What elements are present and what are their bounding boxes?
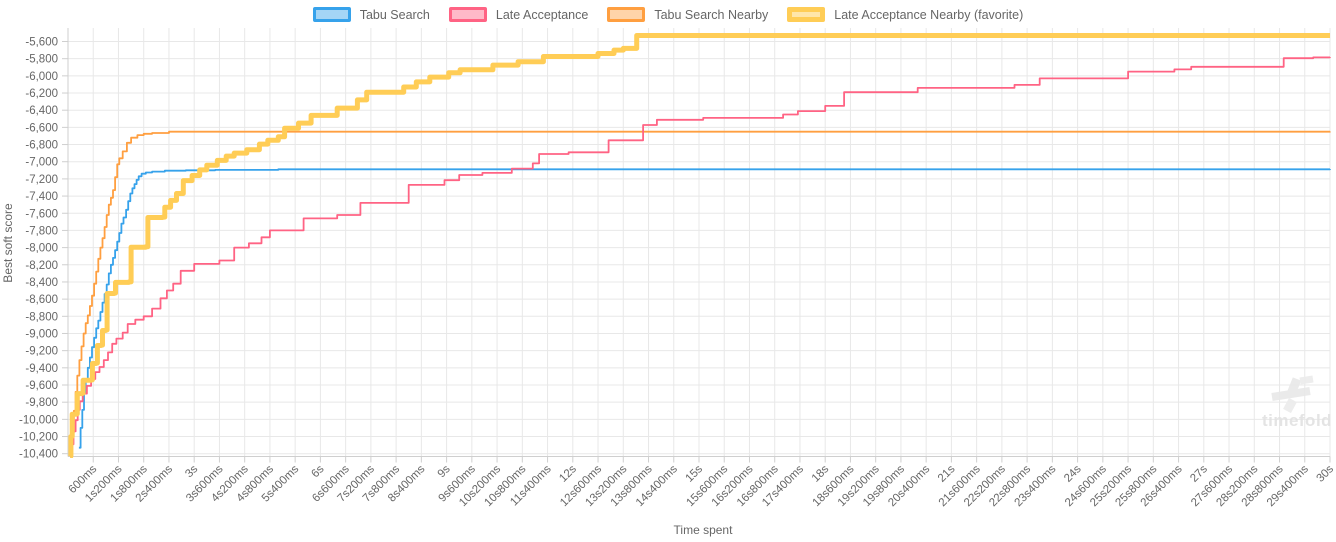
y-tick-label: -9,000 — [25, 328, 58, 340]
y-tick-label: -8,600 — [25, 294, 58, 306]
chart-legend: Tabu Search Late Acceptance Tabu Search Ne… — [0, 7, 1336, 22]
x-tick-label: 30s — [1315, 463, 1336, 485]
series-lines — [68, 33, 1331, 458]
watermark-text: timefold — [1262, 411, 1332, 430]
y-tick-label: -10,400 — [19, 449, 58, 461]
y-tick-label: -5,800 — [25, 54, 58, 66]
y-tick-label: -7,400 — [25, 191, 58, 203]
legend-label: Tabu Search — [359, 7, 430, 22]
y-tick-label: -7,600 — [25, 208, 58, 220]
x-tick-label: 27s — [1188, 463, 1210, 485]
x-tick-label: 18s — [810, 463, 832, 485]
y-axis-tick-labels: -5,600 -5,800 -6,000 -6,200 -6,400 -6,600 -6,8… — [19, 37, 58, 461]
legend-swatch — [787, 7, 826, 22]
x-tick-label: 24s — [1062, 463, 1084, 485]
x-axis-title: Time spent — [674, 523, 734, 537]
legend-item-tabu-search-nearby[interactable]: Tabu Search Nearby — [607, 7, 768, 22]
legend-label: Late Acceptance — [495, 7, 589, 22]
x-tick-label: 3s — [183, 463, 200, 480]
legend-label: Late Acceptance Nearby (favorite) — [834, 7, 1024, 22]
y-tick-label: -8,800 — [25, 311, 58, 323]
y-tick-label: -7,200 — [25, 174, 58, 186]
y-tick-label: -8,200 — [25, 260, 58, 272]
legend-label: Tabu Search Nearby — [654, 7, 769, 22]
legend-item-tabu-search[interactable]: Tabu Search — [312, 7, 430, 22]
legend-swatch — [448, 7, 487, 22]
y-tick-label: -6,600 — [25, 122, 58, 134]
legend-item-late-acceptance-nearby-favorite-[interactable]: Late Acceptance Nearby (favorite) — [787, 7, 1023, 22]
y-tick-label: -6,400 — [25, 105, 58, 117]
x-tick-label: 21s — [936, 463, 958, 485]
y-tick-label: -8,000 — [25, 243, 58, 255]
legend-swatch — [607, 7, 646, 22]
vertical-gridlines — [92, 28, 1331, 457]
y-tick-label: -8,400 — [25, 277, 58, 289]
legend-item-late-acceptance[interactable]: Late Acceptance — [448, 7, 589, 22]
y-tick-label: -5,600 — [25, 37, 58, 49]
y-tick-label: -6,000 — [25, 71, 58, 83]
legend-swatch — [312, 7, 351, 22]
series-line-late-acceptance[interactable] — [70, 56, 1331, 458]
y-tick-label: -9,400 — [25, 363, 58, 375]
timefold-watermark: timefold — [1262, 375, 1332, 430]
y-tick-label: -9,600 — [25, 380, 58, 392]
axis-tick-marks — [62, 41, 1331, 463]
x-tick-label: 15s — [684, 463, 706, 485]
series-line-tabu-search[interactable] — [78, 168, 1331, 449]
y-tick-label: -6,200 — [25, 88, 58, 100]
y-tick-label: -9,200 — [25, 346, 58, 358]
y-tick-label: -7,000 — [25, 157, 58, 169]
y-tick-label: -7,800 — [25, 225, 58, 237]
y-tick-label: -6,800 — [25, 140, 58, 152]
series-line-tabu-search-nearby[interactable] — [70, 130, 1331, 457]
y-tick-label: -10,200 — [19, 432, 58, 444]
x-tick-label: 6s — [309, 463, 326, 480]
y-axis-title: Best soft score — [1, 203, 15, 283]
y-tick-label: -9,800 — [25, 397, 58, 409]
x-tick-label: 12s — [557, 463, 579, 485]
y-tick-label: -10,000 — [19, 414, 58, 426]
series-line-late-acceptance-nearby-favorite-[interactable] — [68, 33, 1330, 458]
x-tick-label: 9s — [436, 463, 453, 480]
